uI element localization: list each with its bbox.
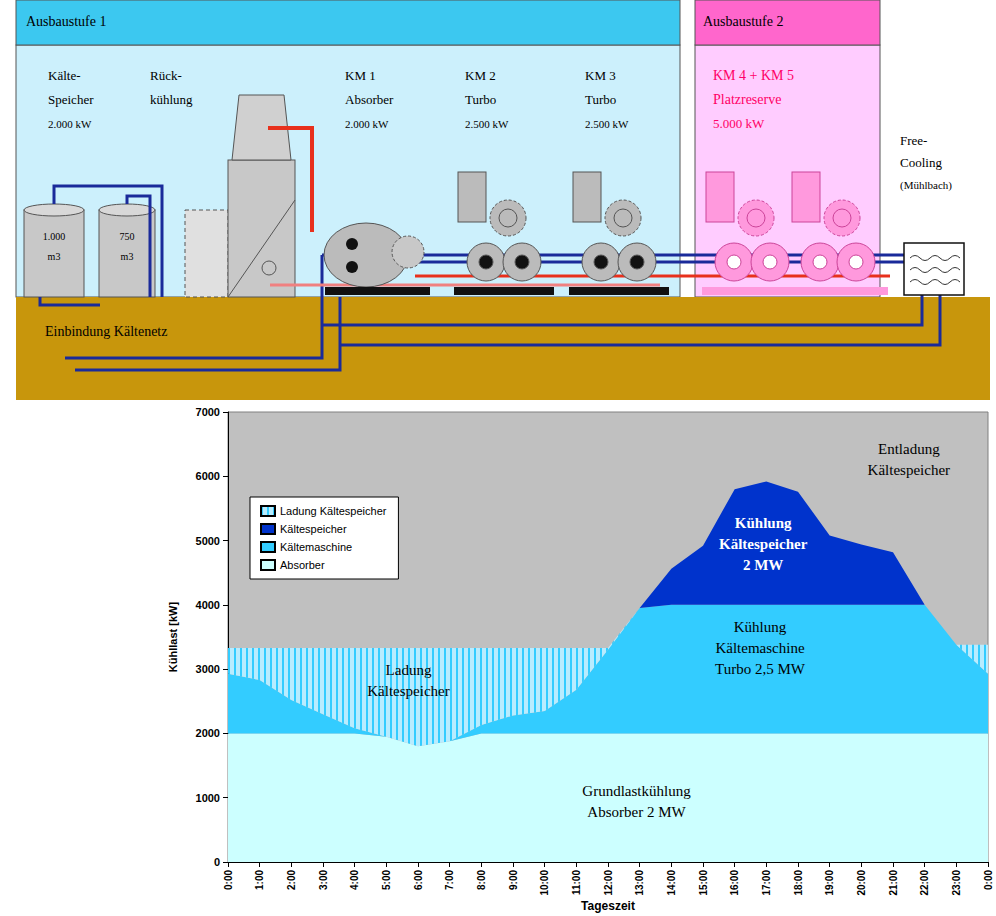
- svg-text:Kühlung: Kühlung: [735, 515, 792, 531]
- svg-text:4000: 4000: [196, 599, 220, 611]
- svg-text:0:00: 0:00: [983, 870, 994, 890]
- svg-text:2.000 kW: 2.000 kW: [48, 118, 92, 130]
- svg-text:11:00: 11:00: [571, 870, 582, 895]
- svg-text:Absorber: Absorber: [280, 559, 325, 571]
- svg-text:Kühllast [kW]: Kühllast [kW]: [167, 602, 179, 673]
- svg-text:19:00: 19:00: [824, 870, 835, 896]
- svg-text:17:00: 17:00: [761, 870, 772, 896]
- svg-text:3:00: 3:00: [318, 870, 329, 890]
- svg-text:18:00: 18:00: [793, 870, 804, 896]
- svg-text:KM 1: KM 1: [345, 68, 376, 83]
- svg-text:5.000 kW: 5.000 kW: [713, 116, 765, 131]
- svg-text:KM 4 + KM 5: KM 4 + KM 5: [713, 68, 794, 83]
- svg-text:Kältemaschine: Kältemaschine: [280, 541, 352, 553]
- svg-text:7:00: 7:00: [444, 870, 455, 890]
- svg-text:22:00: 22:00: [919, 870, 930, 896]
- svg-text:m3: m3: [121, 251, 134, 262]
- svg-text:KM 2: KM 2: [465, 68, 496, 83]
- svg-text:2.500 kW: 2.500 kW: [585, 118, 629, 130]
- svg-text:Entladung: Entladung: [878, 441, 940, 457]
- svg-text:14:00: 14:00: [666, 870, 677, 896]
- svg-text:Platzreserve: Platzreserve: [713, 92, 781, 107]
- svg-text:20:00: 20:00: [856, 870, 867, 896]
- svg-text:Tageszeit: Tageszeit: [581, 899, 635, 913]
- svg-text:6:00: 6:00: [413, 870, 424, 890]
- svg-text:1.000: 1.000: [43, 231, 66, 242]
- svg-text:Turbo: Turbo: [585, 92, 616, 107]
- svg-text:15:00: 15:00: [698, 870, 709, 896]
- svg-text:1000: 1000: [196, 792, 220, 804]
- svg-text:7000: 7000: [196, 406, 220, 418]
- svg-text:Turbo: Turbo: [465, 92, 496, 107]
- svg-text:10:00: 10:00: [539, 870, 550, 896]
- svg-text:Rück-: Rück-: [150, 68, 182, 83]
- svg-text:8:00: 8:00: [476, 870, 487, 890]
- svg-text:16:00: 16:00: [729, 870, 740, 896]
- svg-text:3000: 3000: [196, 663, 220, 675]
- svg-text:Kältespeicher: Kältespeicher: [367, 683, 449, 699]
- svg-text:kühlung: kühlung: [150, 92, 193, 107]
- svg-text:Kältemaschine: Kältemaschine: [715, 640, 804, 656]
- svg-text:KM 3: KM 3: [585, 68, 616, 83]
- svg-text:2000: 2000: [196, 727, 220, 739]
- svg-text:Ladung Kältespeicher: Ladung Kältespeicher: [280, 505, 387, 517]
- svg-text:Kühlung: Kühlung: [734, 619, 787, 635]
- svg-text:5:00: 5:00: [381, 870, 392, 890]
- svg-text:4:00: 4:00: [349, 870, 360, 890]
- svg-text:Turbo 2,5 MW: Turbo 2,5 MW: [715, 661, 806, 677]
- svg-text:Kältespeicher: Kältespeicher: [280, 523, 347, 535]
- svg-text:m3: m3: [48, 251, 61, 262]
- svg-text:Einbindung Kältenetz: Einbindung Kältenetz: [45, 324, 167, 339]
- svg-text:Grundlastkühlung: Grundlastkühlung: [582, 783, 691, 799]
- svg-text:6000: 6000: [196, 470, 220, 482]
- svg-text:21:00: 21:00: [888, 870, 899, 896]
- svg-text:2.500 kW: 2.500 kW: [465, 118, 509, 130]
- svg-text:Free-: Free-: [900, 133, 927, 148]
- svg-text:Speicher: Speicher: [48, 92, 94, 107]
- svg-text:Ausbaustufe 1: Ausbaustufe 1: [26, 14, 107, 29]
- svg-text:12:00: 12:00: [603, 870, 614, 896]
- svg-text:5000: 5000: [196, 535, 220, 547]
- svg-text:2 MW: 2 MW: [743, 557, 783, 573]
- svg-text:Ausbaustufe 2: Ausbaustufe 2: [703, 14, 784, 29]
- svg-text:0:00: 0:00: [223, 870, 234, 890]
- svg-text:2.000 kW: 2.000 kW: [345, 118, 389, 130]
- svg-text:Kältespeicher: Kältespeicher: [868, 462, 950, 478]
- svg-text:Cooling: Cooling: [900, 155, 942, 170]
- svg-text:2:00: 2:00: [286, 870, 297, 890]
- svg-text:Kältespeicher: Kältespeicher: [719, 536, 808, 552]
- svg-text:750: 750: [120, 231, 135, 242]
- svg-text:(Mühlbach): (Mühlbach): [900, 179, 952, 192]
- svg-text:23:00: 23:00: [951, 870, 962, 896]
- svg-text:Ladung: Ladung: [386, 662, 432, 678]
- svg-text:9:00: 9:00: [508, 870, 519, 890]
- svg-text:Absorber: Absorber: [345, 92, 394, 107]
- svg-text:13:00: 13:00: [634, 870, 645, 896]
- svg-text:1:00: 1:00: [254, 870, 265, 890]
- svg-text:0: 0: [214, 856, 220, 868]
- svg-text:Kälte-: Kälte-: [48, 68, 80, 83]
- svg-text:Absorber 2 MW: Absorber 2 MW: [587, 804, 686, 820]
